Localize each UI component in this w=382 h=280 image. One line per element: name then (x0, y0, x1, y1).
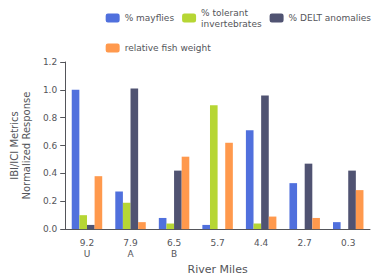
svg-text:0.3: 0.3 (341, 238, 355, 248)
svg-text:0.6: 0.6 (43, 141, 58, 151)
svg-text:7.9: 7.9 (123, 238, 138, 248)
svg-text:% mayflies: % mayflies (125, 13, 175, 23)
svg-text:% tolerant: % tolerant (201, 8, 248, 18)
svg-text:0.0: 0.0 (43, 224, 58, 234)
svg-text:6.5: 6.5 (167, 238, 181, 248)
svg-text:9.2: 9.2 (80, 238, 94, 248)
svg-text:2.7: 2.7 (298, 238, 312, 248)
svg-text:U: U (84, 249, 91, 259)
svg-text:River Miles: River Miles (188, 263, 248, 276)
svg-text:invertebrates: invertebrates (201, 19, 262, 29)
svg-text:Normalized Response: Normalized Response (21, 92, 32, 200)
svg-text:5.7: 5.7 (210, 238, 224, 248)
svg-text:4.4: 4.4 (254, 238, 269, 248)
svg-text:relative fish weight: relative fish weight (125, 43, 212, 53)
svg-text:1.2: 1.2 (43, 57, 57, 67)
svg-text:0.4: 0.4 (43, 168, 58, 178)
svg-text:A: A (127, 249, 134, 259)
svg-text:B: B (171, 249, 177, 259)
svg-text:IBI/ICI Metrics: IBI/ICI Metrics (9, 111, 20, 180)
svg-text:0.2: 0.2 (43, 196, 57, 206)
svg-text:0.8: 0.8 (43, 113, 58, 123)
svg-text:% DELT anomalies: % DELT anomalies (289, 13, 372, 23)
svg-text:1.0: 1.0 (43, 85, 58, 95)
